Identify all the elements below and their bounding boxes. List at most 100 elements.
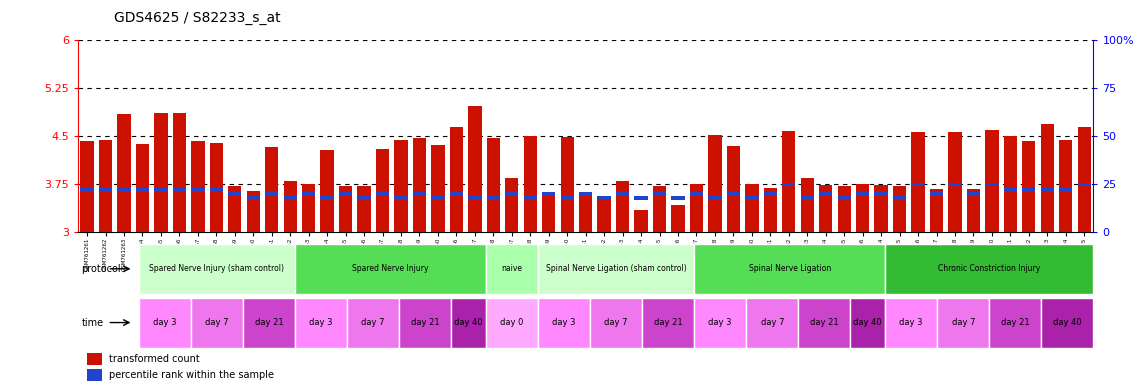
Bar [745,184,758,232]
Text: day 7: day 7 [605,318,627,327]
Bar [451,298,485,348]
Bar [598,196,610,200]
Bar [989,298,1042,348]
Bar [671,196,685,200]
Bar [321,151,334,232]
Bar [800,196,814,200]
Bar [228,186,242,232]
Text: Spinal Nerve Ligation: Spinal Nerve Ligation [749,264,831,273]
Text: day 7: day 7 [760,318,784,327]
Bar [1077,182,1091,186]
Bar [1041,124,1053,232]
Bar [856,184,869,232]
Text: day 21: day 21 [654,318,682,327]
Bar [1041,188,1053,192]
Bar [118,114,131,232]
Bar [191,188,205,192]
Bar [1022,188,1035,192]
Bar [295,244,485,294]
Text: time: time [81,318,103,328]
Bar [694,244,885,294]
Bar [191,298,243,348]
Bar [347,298,400,348]
Bar [966,192,980,196]
Bar [727,146,740,232]
Bar [893,186,906,232]
Bar [284,181,297,232]
Text: GDS4625 / S82233_s_at: GDS4625 / S82233_s_at [114,11,282,25]
Bar [837,196,851,200]
Text: day 3: day 3 [552,318,576,327]
Bar [339,192,353,196]
Bar [295,298,347,348]
Bar [561,196,574,200]
Text: day 3: day 3 [900,318,923,327]
Text: Spinal Nerve Ligation (sham control): Spinal Nerve Ligation (sham control) [546,264,686,273]
Bar [561,137,574,232]
Bar [413,137,426,232]
Text: day 40: day 40 [853,318,882,327]
Bar [468,106,482,232]
Bar [321,196,334,200]
Bar [339,186,353,232]
Bar [432,145,444,232]
Bar [98,188,112,192]
Bar [1022,141,1035,232]
Bar [1059,140,1073,232]
Bar [542,192,555,232]
Bar [400,298,451,348]
Bar [505,178,519,232]
Bar [284,196,297,200]
Text: day 7: day 7 [205,318,229,327]
Bar [155,188,167,192]
Bar [173,188,187,192]
Bar [246,191,260,232]
Text: Spared Nerve Injury (sham control): Spared Nerve Injury (sham control) [149,264,284,273]
Bar [357,196,371,200]
Text: transformed count: transformed count [109,354,200,364]
Bar [938,298,989,348]
Bar [87,353,102,365]
Bar [885,244,1093,294]
Bar [689,192,703,196]
Bar [80,188,94,192]
Bar [694,298,747,348]
Text: day 7: day 7 [361,318,385,327]
Bar [191,141,205,232]
Bar [357,186,371,232]
Bar [542,192,555,196]
Text: day 3: day 3 [709,318,732,327]
Text: protocol: protocol [81,264,121,274]
Bar [376,192,389,196]
Bar [782,182,796,186]
Bar [523,196,537,200]
Bar [118,188,131,192]
Bar [709,135,721,232]
Bar [598,199,610,232]
Bar [875,192,887,196]
Bar [689,184,703,232]
Bar [98,140,112,232]
Bar [302,192,315,196]
Bar [210,143,223,232]
Bar [243,298,295,348]
Bar [210,188,223,192]
Bar [1059,188,1073,192]
Bar [875,185,887,232]
Bar [837,185,851,232]
Text: day 21: day 21 [254,318,283,327]
Bar [800,178,814,232]
Bar [856,192,869,196]
Bar [450,192,463,196]
Bar [485,244,538,294]
Bar [246,196,260,200]
Text: Chronic Constriction Injury: Chronic Constriction Injury [938,264,1041,273]
Bar [1042,298,1093,348]
Bar [930,189,943,232]
Bar [653,185,666,232]
Bar [948,132,962,232]
Bar [579,192,592,232]
Text: day 7: day 7 [951,318,976,327]
Bar [782,131,796,232]
Bar [80,141,94,232]
